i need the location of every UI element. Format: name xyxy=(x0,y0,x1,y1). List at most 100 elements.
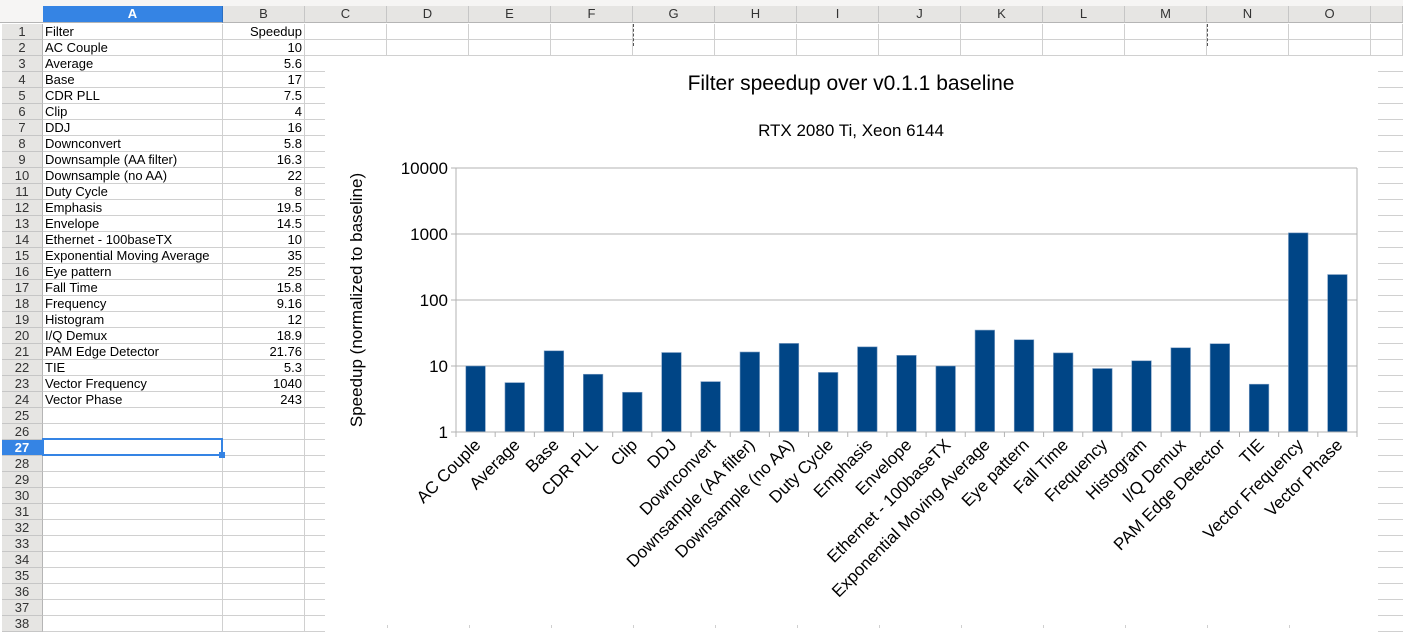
column-header-K[interactable]: K xyxy=(961,6,1043,23)
cell-A5[interactable]: CDR PLL xyxy=(43,88,223,104)
cell-A16[interactable]: Eye pattern xyxy=(43,264,223,280)
cell-A20[interactable]: I/Q Demux xyxy=(43,328,223,344)
column-header-L[interactable]: L xyxy=(1043,6,1125,23)
header-cell-speedup[interactable]: Speedup xyxy=(223,24,305,40)
cell-P2[interactable] xyxy=(1371,40,1403,56)
row-header-13[interactable]: 13 xyxy=(2,216,43,232)
row-header-35[interactable]: 35 xyxy=(2,568,43,584)
cell-N1[interactable] xyxy=(1207,24,1289,40)
cell-A23[interactable]: Vector Frequency xyxy=(43,376,223,392)
row-header-16[interactable]: 16 xyxy=(2,264,43,280)
cell-H1[interactable] xyxy=(715,24,797,40)
row-header-4[interactable]: 4 xyxy=(2,72,43,88)
cell-A18[interactable]: Frequency xyxy=(43,296,223,312)
cell-A32[interactable] xyxy=(43,520,223,536)
cell-B12[interactable]: 19.5 xyxy=(223,200,305,216)
row-header-9[interactable]: 9 xyxy=(2,152,43,168)
cell-B13[interactable]: 14.5 xyxy=(223,216,305,232)
cell-K1[interactable] xyxy=(961,24,1043,40)
row-header-21[interactable]: 21 xyxy=(2,344,43,360)
column-header-B[interactable]: B xyxy=(223,6,305,23)
column-header-C[interactable]: C xyxy=(305,6,387,23)
cell-A28[interactable] xyxy=(43,456,223,472)
cell-P1[interactable] xyxy=(1371,24,1403,40)
cell-E1[interactable] xyxy=(469,24,551,40)
row-header-7[interactable]: 7 xyxy=(2,120,43,136)
row-header-18[interactable]: 18 xyxy=(2,296,43,312)
row-header-12[interactable]: 12 xyxy=(2,200,43,216)
cell-A3[interactable]: Average xyxy=(43,56,223,72)
cell-A14[interactable]: Ethernet - 100baseTX xyxy=(43,232,223,248)
column-header-M[interactable]: M xyxy=(1125,6,1207,23)
cell-N2[interactable] xyxy=(1207,40,1289,56)
row-header-10[interactable]: 10 xyxy=(2,168,43,184)
row-header-34[interactable]: 34 xyxy=(2,552,43,568)
cell-A29[interactable] xyxy=(43,472,223,488)
cell-L1[interactable] xyxy=(1043,24,1125,40)
cell-B18[interactable]: 9.16 xyxy=(223,296,305,312)
cell-J2[interactable] xyxy=(879,40,961,56)
cell-D1[interactable] xyxy=(387,24,469,40)
cell-B14[interactable]: 10 xyxy=(223,232,305,248)
cell-B37[interactable] xyxy=(223,600,305,616)
cell-A15[interactable]: Exponential Moving Average xyxy=(43,248,223,264)
cell-G2[interactable] xyxy=(633,40,715,56)
cell-B20[interactable]: 18.9 xyxy=(223,328,305,344)
cell-G1[interactable] xyxy=(633,24,715,40)
row-header-15[interactable]: 15 xyxy=(2,248,43,264)
cell-B38[interactable] xyxy=(223,616,305,632)
row-header-6[interactable]: 6 xyxy=(2,104,43,120)
column-header-G[interactable]: G xyxy=(633,6,715,23)
cell-B34[interactable] xyxy=(223,552,305,568)
cell-A4[interactable]: Base xyxy=(43,72,223,88)
cell-A13[interactable]: Envelope xyxy=(43,216,223,232)
cell-B26[interactable] xyxy=(223,424,305,440)
cell-A17[interactable]: Fall Time xyxy=(43,280,223,296)
column-header-O[interactable]: O xyxy=(1289,6,1371,23)
cell-A22[interactable]: TIE xyxy=(43,360,223,376)
cell-B27[interactable] xyxy=(223,440,305,456)
cell-I2[interactable] xyxy=(797,40,879,56)
cell-A8[interactable]: Downconvert xyxy=(43,136,223,152)
row-header-14[interactable]: 14 xyxy=(2,232,43,248)
row-header-36[interactable]: 36 xyxy=(2,584,43,600)
column-header-N[interactable]: N xyxy=(1207,6,1289,23)
cell-C1[interactable] xyxy=(305,24,387,40)
row-header-8[interactable]: 8 xyxy=(2,136,43,152)
cell-A24[interactable]: Vector Phase xyxy=(43,392,223,408)
cell-A10[interactable]: Downsample (no AA) xyxy=(43,168,223,184)
cell-A19[interactable]: Histogram xyxy=(43,312,223,328)
cell-B2[interactable]: 10 xyxy=(223,40,305,56)
cell-C2[interactable] xyxy=(305,40,387,56)
cell-B7[interactable]: 16 xyxy=(223,120,305,136)
cell-B31[interactable] xyxy=(223,504,305,520)
cell-A34[interactable] xyxy=(43,552,223,568)
row-header-25[interactable]: 25 xyxy=(2,408,43,424)
column-header-E[interactable]: E xyxy=(469,6,551,23)
cell-B30[interactable] xyxy=(223,488,305,504)
row-header-20[interactable]: 20 xyxy=(2,328,43,344)
cell-B10[interactable]: 22 xyxy=(223,168,305,184)
row-header-32[interactable]: 32 xyxy=(2,520,43,536)
cell-A6[interactable]: Clip xyxy=(43,104,223,120)
cell-M2[interactable] xyxy=(1125,40,1207,56)
cell-B9[interactable]: 16.3 xyxy=(223,152,305,168)
row-header-17[interactable]: 17 xyxy=(2,280,43,296)
row-header-27[interactable]: 27 xyxy=(2,440,43,456)
cell-B32[interactable] xyxy=(223,520,305,536)
cell-B36[interactable] xyxy=(223,584,305,600)
column-header-I[interactable]: I xyxy=(797,6,879,23)
column-header-A[interactable]: A xyxy=(43,6,223,23)
cell-B17[interactable]: 15.8 xyxy=(223,280,305,296)
cell-L2[interactable] xyxy=(1043,40,1125,56)
row-header-3[interactable]: 3 xyxy=(2,56,43,72)
cell-A25[interactable] xyxy=(43,408,223,424)
cell-F2[interactable] xyxy=(551,40,633,56)
cell-A2[interactable]: AC Couple xyxy=(43,40,223,56)
cell-A36[interactable] xyxy=(43,584,223,600)
row-header-1[interactable]: 1 xyxy=(2,24,43,40)
fill-handle[interactable] xyxy=(219,452,225,458)
row-header-29[interactable]: 29 xyxy=(2,472,43,488)
cell-B35[interactable] xyxy=(223,568,305,584)
cell-A11[interactable]: Duty Cycle xyxy=(43,184,223,200)
